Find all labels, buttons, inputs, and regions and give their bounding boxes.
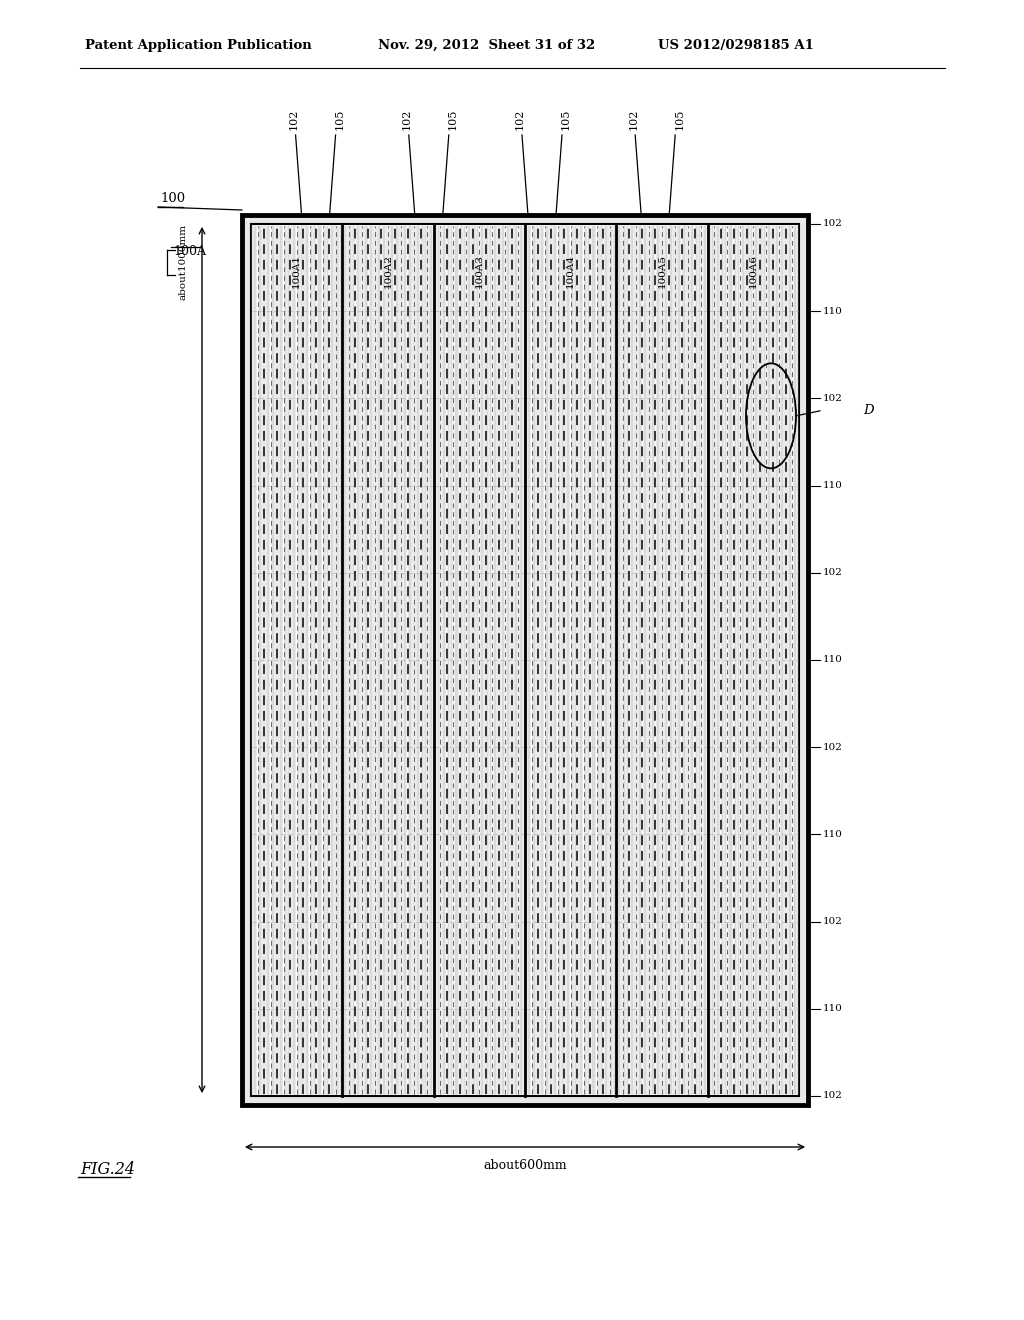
Text: 105: 105 [674, 108, 684, 129]
Text: 100A2: 100A2 [384, 253, 392, 288]
Text: 110: 110 [823, 1005, 843, 1014]
Text: 102: 102 [823, 569, 843, 577]
Text: 102: 102 [823, 393, 843, 403]
Text: Patent Application Publication: Patent Application Publication [85, 38, 311, 51]
Text: about600mm: about600mm [483, 1159, 567, 1172]
Text: 102: 102 [515, 108, 525, 129]
Text: 110: 110 [823, 480, 843, 490]
Text: Nov. 29, 2012  Sheet 31 of 32: Nov. 29, 2012 Sheet 31 of 32 [378, 38, 595, 51]
Text: 102: 102 [823, 219, 843, 228]
Text: 100A3: 100A3 [475, 253, 483, 288]
Text: 100: 100 [160, 191, 185, 205]
Text: 110: 110 [823, 306, 843, 315]
Text: 100A4: 100A4 [566, 253, 575, 288]
Text: 102: 102 [628, 108, 638, 129]
Text: FIG.24: FIG.24 [80, 1162, 135, 1179]
Text: 102: 102 [823, 743, 843, 751]
Text: about1000mm: about1000mm [179, 224, 188, 301]
Text: 102: 102 [401, 108, 412, 129]
Text: 100A5: 100A5 [657, 253, 667, 288]
Text: 100A1: 100A1 [292, 253, 301, 288]
Text: 105: 105 [335, 108, 345, 129]
Bar [242, 215, 808, 1105]
Text: 105: 105 [447, 108, 458, 129]
Text: 102: 102 [823, 1092, 843, 1101]
Bar [251, 224, 799, 1096]
Text: US 2012/0298185 A1: US 2012/0298185 A1 [658, 38, 814, 51]
Text: 100A: 100A [173, 246, 206, 257]
Text: 110: 110 [823, 656, 843, 664]
Text: 102: 102 [823, 917, 843, 927]
Text: D: D [863, 404, 873, 417]
Text: 102: 102 [289, 108, 299, 129]
Text: 105: 105 [561, 108, 571, 129]
Text: 110: 110 [823, 830, 843, 840]
Text: 100A6: 100A6 [749, 253, 758, 288]
